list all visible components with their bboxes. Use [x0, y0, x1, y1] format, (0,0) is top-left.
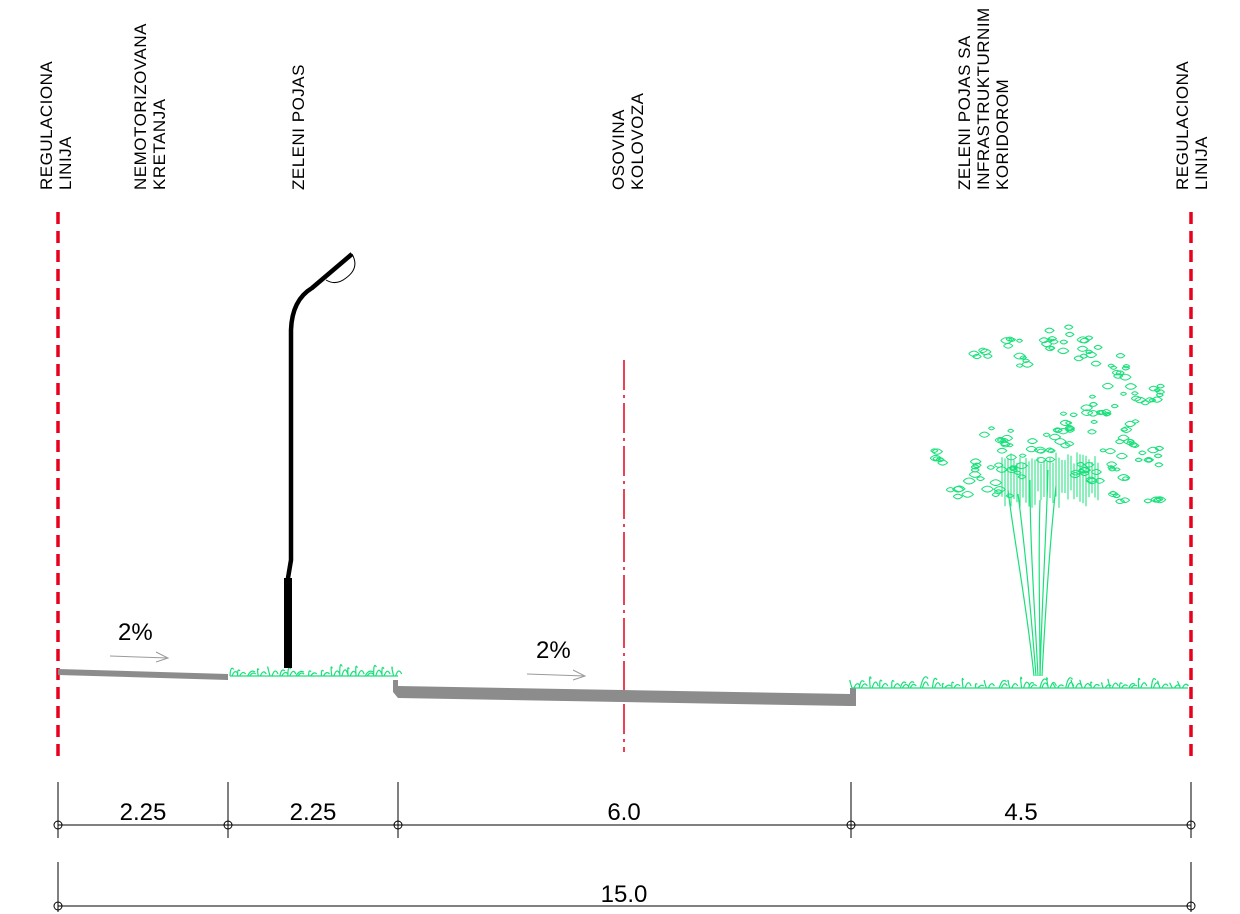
road-slope-arrow	[526, 669, 587, 681]
label-line-2: KRETANJA	[150, 98, 169, 190]
grass-left-belt	[229, 664, 403, 677]
sidewalk-slope-label: 2%	[118, 619, 153, 646]
grass-right-belt	[849, 676, 1189, 689]
street-lamp-icon	[284, 252, 356, 668]
tree-icon	[929, 324, 1167, 677]
sidewalk-slope-arrow	[109, 651, 170, 663]
label-line-1: NEMOTORIZOVANA	[131, 23, 150, 190]
label-green-belt: ZELENI POJAS	[289, 64, 308, 190]
segment-dimension-1: 2.25	[120, 799, 167, 826]
label-left-regulation-line: REGULACIONA LINIJA	[37, 61, 75, 190]
label-line-2: LINIJA	[56, 136, 75, 190]
label-line-2: KOLOVOZA	[628, 92, 647, 190]
label-line-1: OSOVINA	[609, 109, 628, 190]
road-slope-label: 2%	[536, 637, 571, 664]
label-right-regulation-line: REGULACIONA LINIJA	[1173, 61, 1211, 190]
label-green-corridor: ZELENI POJAS SA INFRASTRUKTURNIM KORIDOR…	[955, 7, 1012, 190]
label-pedestrian: NEMOTORIZOVANA KRETANJA	[131, 23, 169, 190]
total-dimension: 15.0	[601, 881, 648, 908]
road-pavement	[393, 680, 856, 706]
label-line-1: REGULACIONA	[1173, 61, 1192, 190]
segment-dimension-2: 2.25	[290, 799, 337, 826]
label-line-2: LINIJA	[1192, 136, 1211, 190]
label-line-1: ZELENI POJAS SA	[955, 35, 974, 190]
label-line-1: REGULACIONA	[37, 61, 56, 190]
segment-dimension-line	[53, 782, 1196, 838]
label-road-axis: OSOVINA KOLOVOZA	[609, 92, 647, 190]
label-line-2: INFRASTRUKTURNIM	[974, 7, 993, 190]
total-dimension-line	[53, 862, 1196, 912]
segment-dimension-3: 6.0	[607, 799, 640, 826]
segment-dimension-4: 4.5	[1004, 799, 1037, 826]
label-line-3: KORIDOROM	[993, 79, 1012, 190]
label-line-1: ZELENI POJAS	[289, 64, 308, 190]
sidewalk-pavement	[58, 669, 228, 680]
